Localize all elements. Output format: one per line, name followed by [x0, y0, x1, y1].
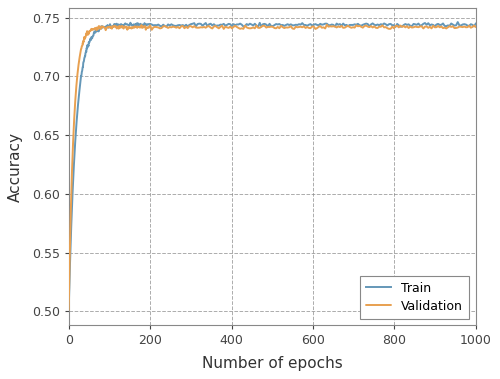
Train	[66, 308, 71, 312]
X-axis label: Number of epochs: Number of epochs	[202, 356, 342, 371]
Line: Validation: Validation	[68, 25, 476, 310]
Train	[300, 21, 306, 25]
Validation	[66, 308, 71, 312]
Validation	[300, 25, 306, 30]
Train	[350, 23, 356, 27]
Y-axis label: Accuracy: Accuracy	[8, 132, 24, 202]
Train	[94, 28, 100, 33]
Validation	[324, 22, 330, 27]
Train	[454, 20, 460, 24]
Train	[214, 23, 220, 28]
Validation	[94, 25, 100, 30]
Validation	[66, 303, 72, 307]
Legend: Train, Validation: Train, Validation	[360, 276, 470, 319]
Line: Train: Train	[68, 22, 476, 310]
Validation	[352, 25, 358, 30]
Train	[280, 23, 285, 27]
Validation	[214, 25, 220, 30]
Validation	[280, 25, 285, 29]
Validation	[472, 25, 478, 29]
Train	[66, 304, 72, 309]
Train	[472, 21, 478, 26]
